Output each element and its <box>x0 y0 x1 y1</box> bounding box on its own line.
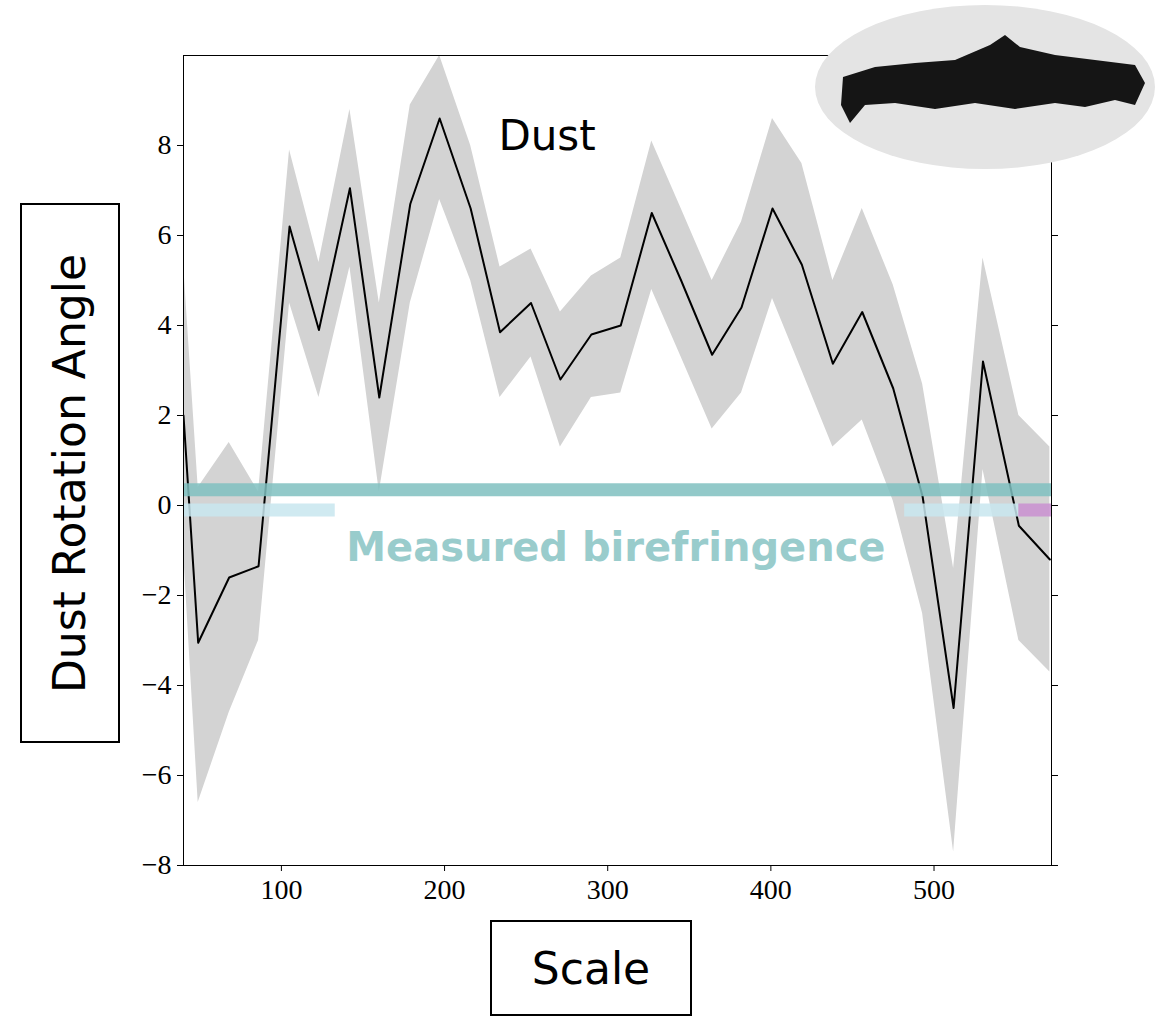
html-text:Scale: Scale <box>531 942 651 994</box>
svg-text:−2: −2 <box>142 579 172 610</box>
svg-text:−8: −8 <box>142 849 172 880</box>
svg-text:0: 0 <box>158 489 172 520</box>
svg-text:300: 300 <box>587 874 629 905</box>
svg-text:2: 2 <box>158 399 172 430</box>
svg-text:500: 500 <box>913 874 955 905</box>
svg-text:−6: −6 <box>142 759 172 790</box>
svg-text:6: 6 <box>158 219 172 250</box>
svg-text:Dust: Dust <box>498 111 595 160</box>
svg-text:4: 4 <box>158 309 172 340</box>
html-text:Dust Rotation Angle: Dust Rotation Angle <box>44 253 96 693</box>
svg-text:−4: −4 <box>142 669 172 700</box>
svg-text:Measured birefringence: Measured birefringence <box>346 524 885 570</box>
svg-text:8: 8 <box>158 129 172 160</box>
svg-text:400: 400 <box>750 874 792 905</box>
svg-text:100: 100 <box>260 874 302 905</box>
svg-text:200: 200 <box>424 874 466 905</box>
